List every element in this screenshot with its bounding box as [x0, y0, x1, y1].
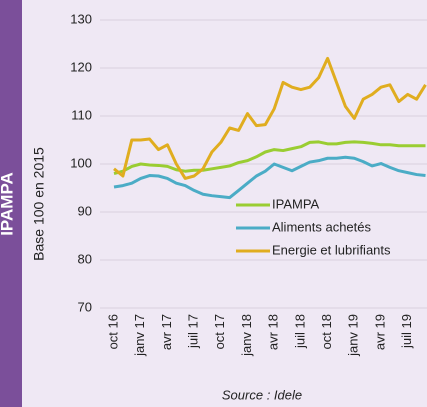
y-axis-label: Base 100 en 2015 [31, 147, 47, 261]
y-tick-label: 120 [70, 59, 92, 74]
y-tick-label: 130 [70, 11, 92, 26]
x-tick-label: oct 16 [105, 314, 120, 349]
y-tick-label: 70 [78, 299, 92, 314]
y-tick-label: 80 [78, 251, 92, 266]
y-tick-label: 90 [78, 203, 92, 218]
line-series [113, 140, 426, 176]
legend-label: Energie et lubrifiants [272, 242, 391, 257]
x-tick-label: oct 17 [212, 314, 227, 349]
side-band [0, 0, 22, 407]
x-tick-label: janv 17 [132, 314, 147, 357]
x-tick-label: janv 18 [239, 314, 254, 357]
x-tick-label: juil 18 [292, 314, 307, 349]
source: Source : Idele [222, 387, 302, 402]
y-tick-label: 100 [70, 155, 92, 170]
x-tick-label: juil 19 [399, 314, 414, 349]
line-series [113, 56, 427, 180]
x-tick-label: avr 18 [266, 314, 281, 350]
x-tick-label: avr 19 [372, 314, 387, 350]
y-tick-label: 110 [71, 107, 92, 122]
x-tick-label: avr 17 [159, 314, 174, 350]
line-series [113, 155, 426, 200]
legend-label: Aliments achetés [272, 219, 371, 234]
x-tick-label: oct 18 [319, 314, 334, 349]
legend-label: IPAMPA [272, 196, 320, 211]
x-tick-label: janv 19 [346, 314, 361, 357]
x-tick-label: juil 17 [186, 314, 201, 349]
side-title: IPAMPA [0, 172, 16, 236]
